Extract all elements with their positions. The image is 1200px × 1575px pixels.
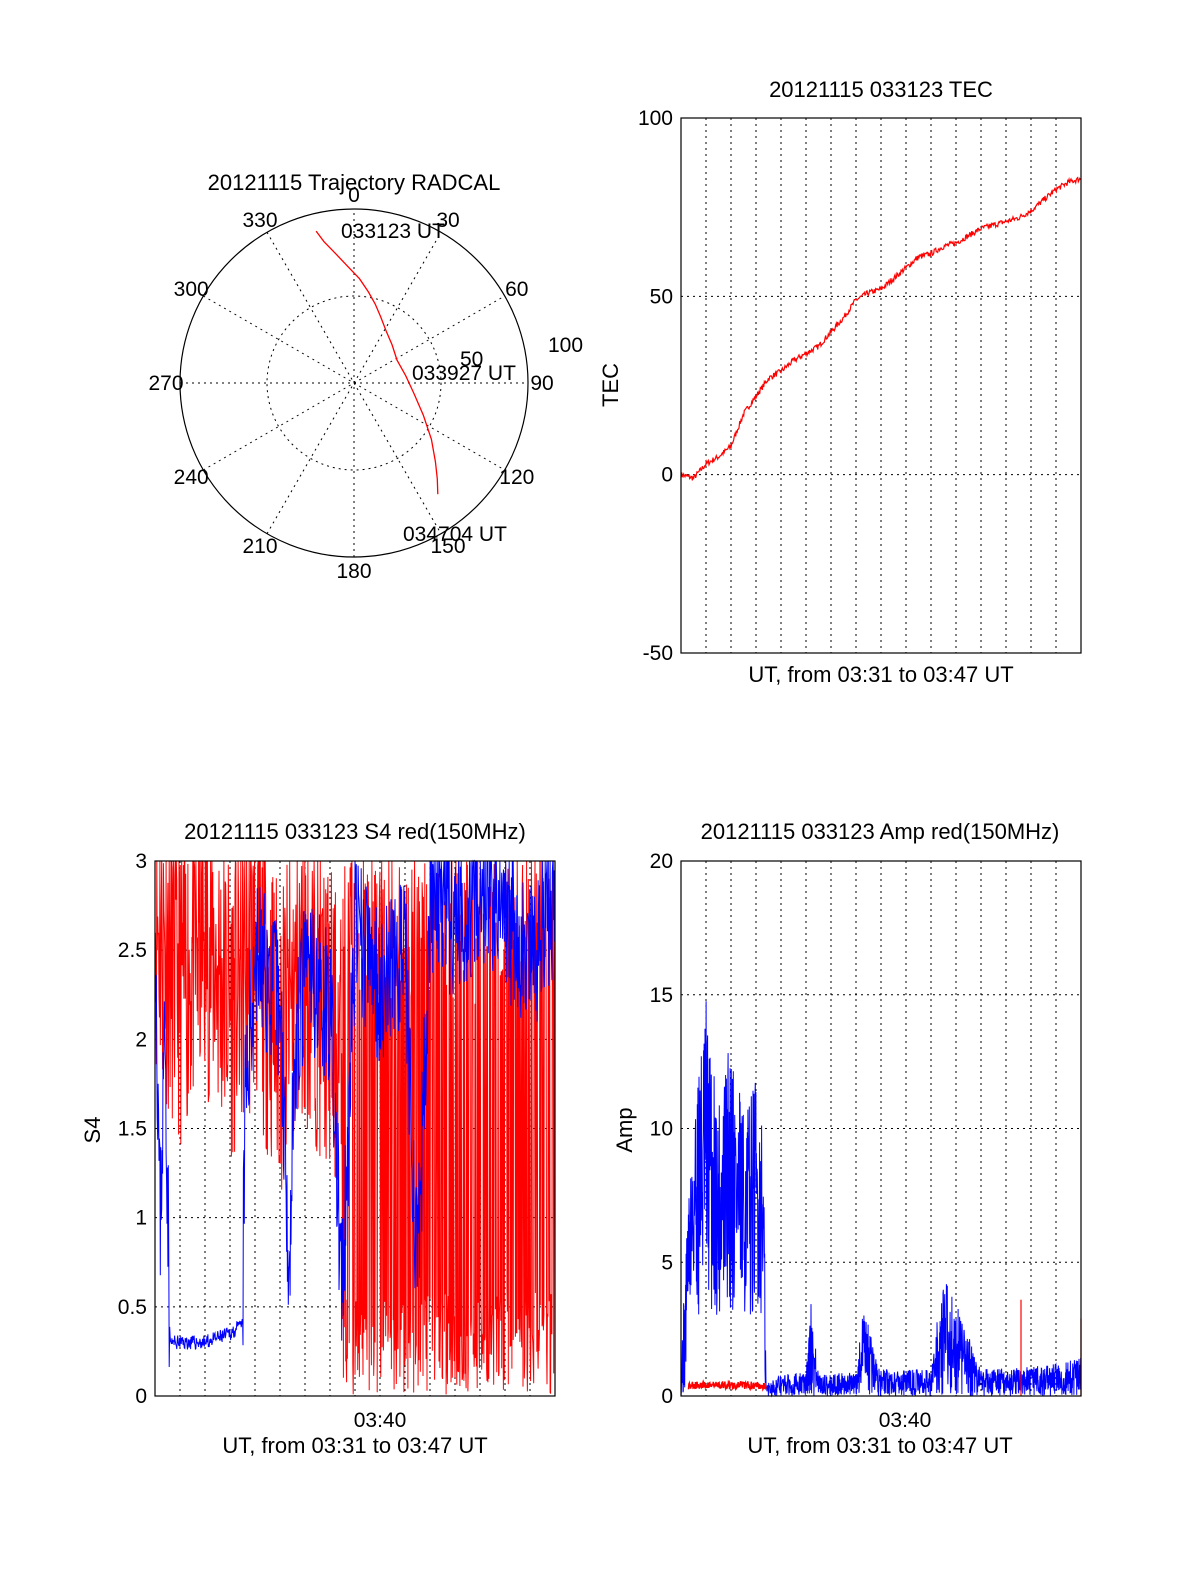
polar-angle-label-90: 90 (530, 372, 553, 395)
polar-annotation-mid: 033927 UT (412, 362, 516, 385)
ytick-label-20: 20 (650, 850, 673, 873)
amp-panel: 20121115 033123 Amp red(150MHz) Amp UT, … (612, 819, 1082, 1458)
polar-panel: 20121115 Trajectory RADCAL 0 30 60 90 120 150… (148, 170, 583, 583)
amp-ylabel: Amp (612, 1107, 637, 1152)
ytick-label-15: 15 (650, 984, 673, 1007)
polar-angle-label-210: 210 (242, 535, 277, 558)
s4-plot-frame (154, 860, 556, 1397)
s4-panel: 20121115 033123 S4 red(150MHz) S4 UT, fr… (80, 819, 556, 1458)
amp-xtick-label: 03:40 (879, 1409, 932, 1432)
polar-angle-label-30: 30 (436, 209, 459, 232)
polar-angle-label-60: 60 (505, 278, 528, 301)
polar-radius-label-100: 100 (548, 334, 583, 357)
ytick-label-3: 3 (135, 850, 147, 873)
polar-angle-label-240: 240 (174, 466, 209, 489)
s4-xtick-label: 03:40 (354, 1409, 407, 1432)
amp-blue-line (680, 1001, 1082, 1398)
ytick-label-0: 0 (661, 464, 673, 487)
tec-panel: 20121115 033123 TEC TEC UT, from 03:31 t… (598, 77, 1082, 687)
amp-grid (681, 861, 1081, 1396)
tec-grid (681, 118, 1081, 653)
polar-radius-label-50: 50 (460, 348, 483, 371)
polar-angle-label-270: 270 (148, 372, 183, 395)
polar-angle-labels: 0 30 60 90 120 150 180 210 240 270 300 330 (148, 184, 553, 583)
polar-angle-label-300: 300 (174, 278, 209, 301)
polar-angle-label-150: 150 (430, 535, 465, 558)
polar-angle-label-120: 120 (499, 466, 534, 489)
amp-xlabel: UT, from 03:31 to 03:47 UT (747, 1433, 1012, 1458)
ytick-label-0: 0 (135, 1385, 147, 1408)
polar-angle-label-180: 180 (336, 560, 371, 583)
s4-title: 20121115 033123 S4 red(150MHz) (184, 819, 526, 844)
ytick-label-1: 1 (135, 1207, 147, 1230)
tec-ylabel: TEC (598, 363, 623, 407)
s4-yticks: 3 2.5 2 1.5 1 0.5 0 (118, 850, 147, 1408)
ytick-label-100: 100 (638, 107, 673, 130)
ytick-label-2: 2 (135, 1028, 147, 1051)
polar-annotation-end: 034704 UT (403, 523, 507, 546)
tec-yticks: 100 50 0 -50 (638, 107, 673, 665)
polar-annotation-start: 033123 UT (341, 220, 445, 243)
ytick-label-5: 5 (661, 1251, 673, 1274)
s4-red-line (154, 860, 556, 1395)
ytick-label-0: 0 (661, 1385, 673, 1408)
s4-ylabel: S4 (80, 1117, 105, 1144)
amp-red-line (687, 1379, 767, 1392)
tec-title: 20121115 033123 TEC (769, 77, 993, 102)
tec-xlabel: UT, from 03:31 to 03:47 UT (748, 662, 1013, 687)
amp-yticks: 20 15 10 5 0 (650, 850, 673, 1408)
tec-line (680, 176, 1082, 481)
s4-xlabel: UT, from 03:31 to 03:47 UT (222, 1433, 487, 1458)
polar-title: 20121115 Trajectory RADCAL (208, 170, 501, 195)
polar-angle-label-330: 330 (242, 209, 277, 232)
ytick-label-0.5: 0.5 (118, 1296, 147, 1319)
polar-inner-circle (266, 295, 442, 471)
ytick-label-10: 10 (650, 1118, 673, 1141)
tec-series (680, 176, 1082, 481)
ytick-label-1.5: 1.5 (118, 1118, 147, 1141)
ytick-label--50: -50 (643, 642, 673, 665)
amp-title: 20121115 033123 Amp red(150MHz) (701, 819, 1060, 844)
ytick-label-2.5: 2.5 (118, 939, 147, 962)
s4-series (154, 859, 556, 1395)
polar-angle-label-0: 0 (348, 184, 360, 207)
amp-plot-frame (680, 860, 1082, 1397)
polar-trajectory-line (315, 230, 439, 495)
polar-spoke-150 (266, 232, 442, 534)
ytick-label-50: 50 (650, 285, 673, 308)
tec-plot-frame (680, 117, 1082, 654)
polar-spokes (180, 209, 528, 557)
